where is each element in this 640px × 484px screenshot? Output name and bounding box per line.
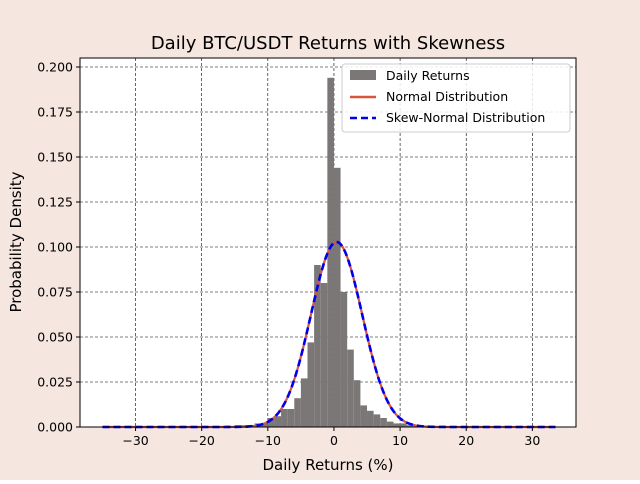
histogram-bar — [307, 342, 315, 427]
histogram-bar — [340, 292, 348, 427]
y-tick-label: 0.100 — [37, 240, 73, 255]
y-tick-label: 0.025 — [37, 375, 73, 390]
histogram-bar — [320, 283, 328, 427]
legend-swatch-daily-returns — [350, 70, 376, 80]
histogram-bar — [314, 265, 321, 427]
histogram-bar — [281, 409, 288, 427]
x-tick-label: −30 — [122, 433, 148, 448]
histogram-bar — [353, 380, 361, 427]
chart-title: Daily BTC/USDT Returns with Skewness — [151, 33, 505, 54]
histogram-bar — [380, 418, 387, 427]
histogram-bar — [287, 409, 295, 427]
legend-label-daily-returns: Daily Returns — [386, 68, 470, 83]
y-tick-label: 0.075 — [37, 285, 73, 300]
x-axis-ticks: −30 −20 −10 0 10 20 30 — [122, 427, 540, 448]
histogram-bar — [373, 414, 381, 427]
histogram-bar — [393, 423, 401, 427]
y-tick-label: 0.150 — [37, 150, 73, 165]
legend: Daily Returns Normal Distribution Skew-N… — [341, 63, 571, 133]
x-tick-label: 10 — [392, 433, 408, 448]
x-axis-label: Daily Returns (%) — [262, 456, 393, 474]
y-tick-label: 0.125 — [37, 195, 73, 210]
histogram-bar — [267, 418, 275, 427]
x-tick-label: 20 — [458, 433, 474, 448]
y-tick-label: 0.175 — [37, 105, 73, 120]
histogram-bar — [360, 405, 368, 427]
histogram-bar — [274, 416, 282, 427]
histogram-bar — [400, 423, 407, 427]
x-tick-label: 0 — [330, 433, 338, 448]
histogram-bar — [347, 349, 354, 427]
x-tick-label: −20 — [188, 433, 214, 448]
histogram-bar — [261, 423, 268, 427]
legend-label-skew-normal: Skew-Normal Distribution — [386, 110, 545, 125]
histogram-bars — [234, 77, 420, 428]
histogram-bar — [300, 378, 308, 427]
y-axis-ticks: 0.000 0.025 0.050 0.075 0.100 0.125 0.150 0.175… — [37, 60, 80, 435]
x-tick-label: −10 — [255, 433, 281, 448]
y-tick-label: 0.200 — [37, 60, 73, 75]
histogram-bar — [333, 167, 341, 428]
histogram-bar — [406, 425, 414, 427]
y-tick-label: 0.050 — [37, 330, 73, 345]
legend-label-normal: Normal Distribution — [386, 89, 508, 104]
histogram-bar — [367, 410, 374, 427]
histogram-bar — [294, 398, 301, 427]
plot-frame — [79, 57, 577, 428]
y-tick-label: 0.000 — [37, 420, 73, 435]
y-axis-label: Probability Density — [7, 171, 25, 312]
histogram-bar — [386, 421, 394, 427]
histogram-bar — [327, 77, 334, 428]
x-tick-label: 30 — [524, 433, 540, 448]
legend-box — [341, 63, 571, 133]
